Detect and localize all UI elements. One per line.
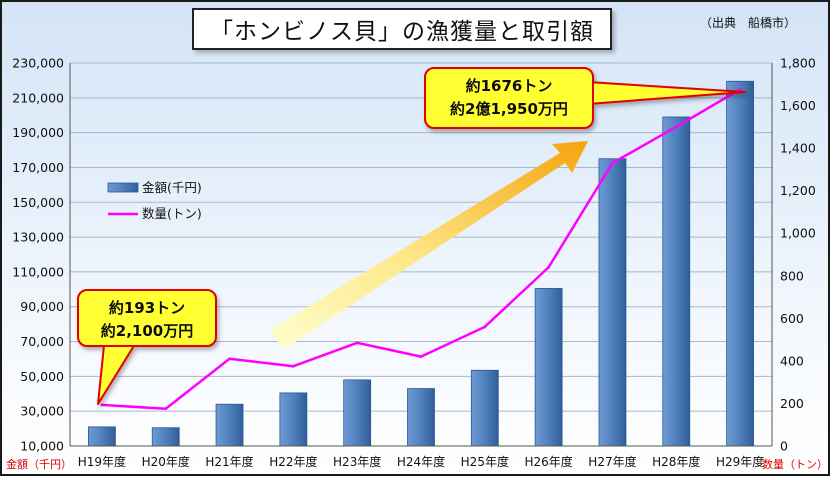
left-tick-label: 210,000: [12, 90, 64, 105]
category-label: H23年度: [333, 454, 381, 469]
callout-text: 約193トン: [109, 299, 185, 317]
left-tick-label: 70,000: [20, 334, 64, 349]
right-tick-label: 200: [780, 396, 804, 411]
line-point: [547, 265, 551, 269]
line-point: [483, 325, 487, 329]
bar: [534, 288, 563, 447]
left-tick-label: 130,000: [12, 230, 64, 245]
right-tick-label: 400: [780, 353, 804, 368]
legend-bar-label: 金額(千円): [142, 180, 202, 195]
category-label: H26年度: [524, 454, 572, 469]
left-tick-label: 230,000: [12, 56, 64, 71]
left-tick-label: 30,000: [20, 404, 64, 419]
left-tick-label: 170,000: [12, 160, 64, 175]
line-point: [355, 341, 359, 345]
right-tick-label: 1,800: [780, 56, 816, 71]
line-point: [291, 364, 295, 368]
bar: [726, 80, 754, 447]
bar: [88, 426, 116, 447]
left-tick-label: 90,000: [20, 299, 64, 314]
line-point: [228, 357, 231, 361]
category-label: H28年度: [652, 454, 700, 469]
bar: [598, 158, 627, 447]
category-label: H29年度: [716, 454, 764, 469]
bar: [215, 403, 244, 447]
category-label: H27年度: [588, 454, 636, 469]
category-label: H22年度: [269, 454, 317, 469]
category-label: H19年度: [78, 454, 126, 469]
left-tick-label: 10,000: [20, 439, 64, 454]
trend-arrow: [270, 141, 588, 350]
category-label: H21年度: [205, 454, 253, 469]
bar: [279, 392, 308, 447]
right-tick-label: 1,000: [780, 226, 816, 241]
line-point: [674, 125, 678, 129]
left-tick-label: 110,000: [12, 264, 64, 279]
line-point: [611, 161, 614, 165]
chart-title: 「ホンビノス貝」の漁獲量と取引額: [192, 8, 612, 50]
line-point: [164, 407, 168, 411]
category-label: H24年度: [397, 454, 445, 469]
axes: 10,000 30,000 50,000 70,000 90,000 110,000 130…: [6, 56, 828, 472]
callout-box: [424, 67, 594, 129]
left-tick-label: 50,000: [20, 369, 64, 384]
callout-box: [77, 289, 217, 347]
legend: 金額(千円) 数量(トン): [107, 180, 202, 221]
bar: [343, 379, 372, 447]
line-point: [738, 87, 742, 91]
trend-arrow-shape: [270, 141, 588, 350]
right-tick-label: 0: [780, 439, 788, 454]
left-axis-title: 金額（千円）: [6, 457, 72, 471]
bar: [151, 427, 180, 447]
left-tick-label: 190,000: [12, 125, 64, 140]
bar: [407, 388, 435, 447]
callout-text: 約2億1,950万円: [450, 100, 568, 118]
legend-bar-swatch: [107, 182, 139, 193]
source-note: （出典 船橋市）: [700, 16, 797, 30]
right-tick-label: 600: [780, 311, 804, 326]
right-tick-label: 1,400: [780, 141, 816, 156]
legend-line-label: 数量(トン): [142, 206, 202, 221]
left-tick-label: 150,000: [12, 195, 64, 210]
line-series: [100, 87, 742, 411]
callout-text: 約1676トン: [466, 77, 553, 95]
right-tick-label: 1,200: [780, 183, 816, 198]
bar: [470, 369, 499, 447]
bar: [662, 116, 691, 447]
callout-text: 約2,100万円: [101, 322, 193, 340]
line-point: [100, 403, 104, 407]
right-tick-label: 1,600: [780, 98, 816, 113]
line-point: [419, 355, 423, 359]
bar-series: [88, 80, 754, 447]
right-tick-label: 800: [780, 268, 804, 283]
category-label: H20年度: [142, 454, 190, 469]
category-label: H25年度: [461, 454, 509, 469]
right-axis-title: 数量（トン）: [762, 458, 828, 471]
